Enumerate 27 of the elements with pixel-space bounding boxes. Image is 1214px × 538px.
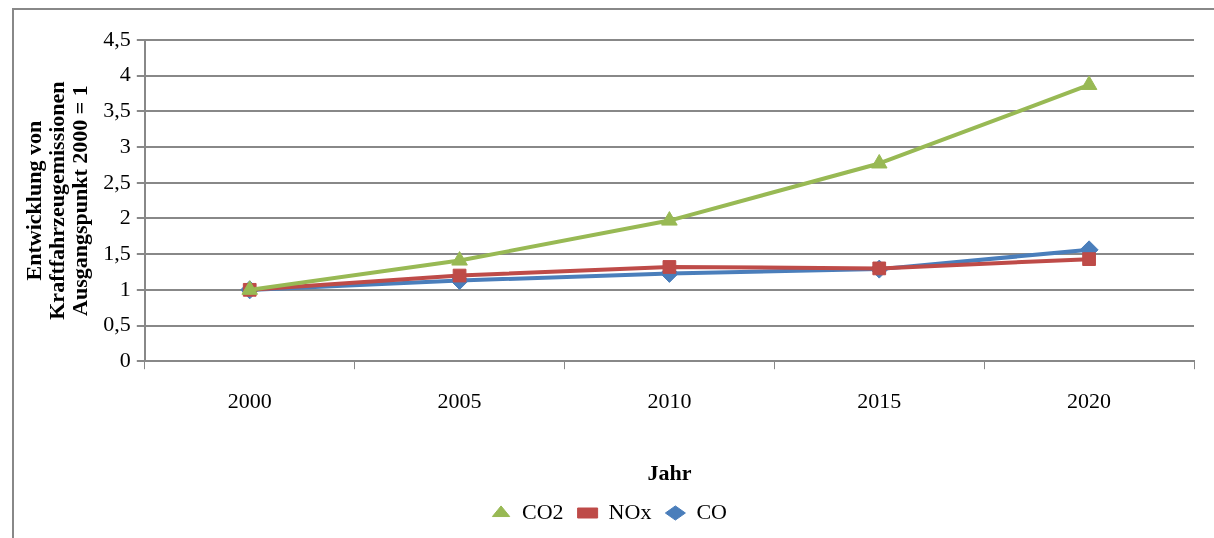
- y-tick-label: 4,5: [103, 25, 131, 51]
- y-axis-title: Entwicklung von Kraftfahrzeugemissionen Ausgangspunkt 2000 = 1: [21, 81, 93, 320]
- y-tick-label: 4: [119, 61, 131, 87]
- x-tick-label: 2015: [857, 388, 902, 414]
- y-tick-label: 1,5: [103, 239, 131, 265]
- x-tick-label: 2010: [647, 388, 692, 414]
- x-tick-label: 2020: [1067, 388, 1112, 414]
- point: [1082, 252, 1096, 266]
- point: [1080, 75, 1098, 90]
- y-tick-label: 3: [119, 132, 131, 158]
- x-tick-label: 2000: [227, 388, 272, 414]
- legend-label: NOx: [608, 498, 652, 524]
- x-tick-label: 2005: [437, 388, 482, 414]
- y-tick-label: 1: [119, 275, 131, 301]
- point: [451, 251, 468, 266]
- legend-label: CO: [696, 498, 727, 524]
- y-tick-label: 0: [119, 346, 131, 372]
- legend-label: CO2: [522, 498, 564, 524]
- point: [662, 260, 677, 274]
- point: [661, 211, 678, 226]
- point: [870, 153, 888, 169]
- y-tick-label: 3,5: [103, 97, 131, 123]
- y-tick-label: 2: [119, 204, 131, 230]
- y-tick-label: 2,5: [103, 168, 131, 194]
- y-tick-label: 0,5: [103, 311, 131, 337]
- x-axis-title: Jahr: [647, 460, 692, 486]
- point: [452, 268, 467, 283]
